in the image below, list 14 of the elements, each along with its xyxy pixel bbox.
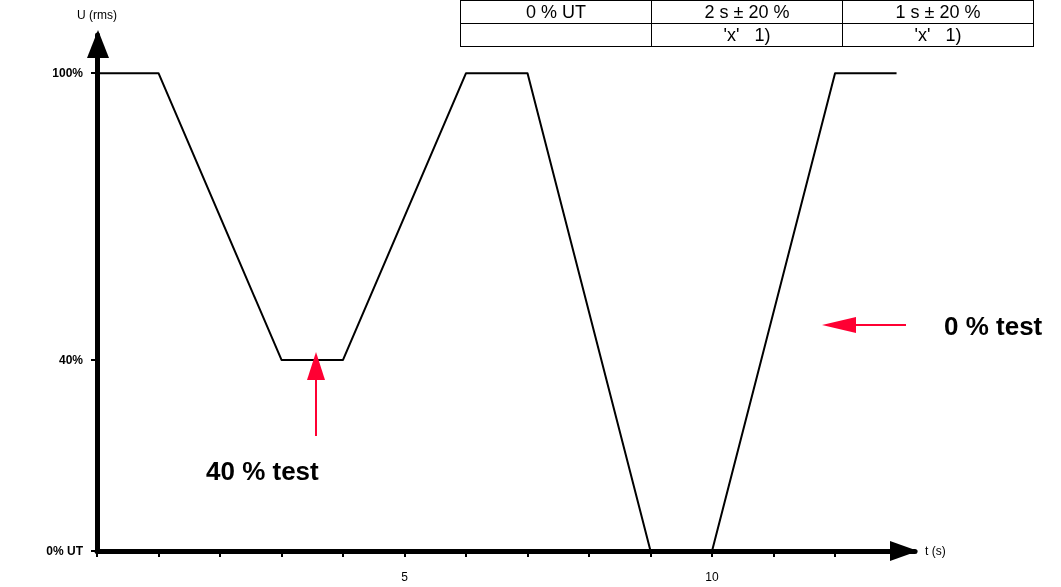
y-tick-label: 40% [58,352,84,367]
x-tick-label: 10 [705,570,720,584]
text: 0 % test [944,311,1043,341]
text: 1 s ± 20 % [842,0,1034,24]
y-tick-label: 100% [52,66,84,81]
text: 0 % UT [460,0,652,24]
annotation: 40 % test [206,456,320,486]
annotation: 'x' 1) [651,23,843,47]
y-axis-title: U (rms) [77,8,117,22]
x-tick-label: 5 [401,570,409,584]
annotation: 'x' 1) [842,23,1034,47]
y-tick-label: 0% UT [46,544,84,558]
text: 2 s ± 20 % [651,0,843,24]
x-axis-title: t (s) [925,544,946,558]
